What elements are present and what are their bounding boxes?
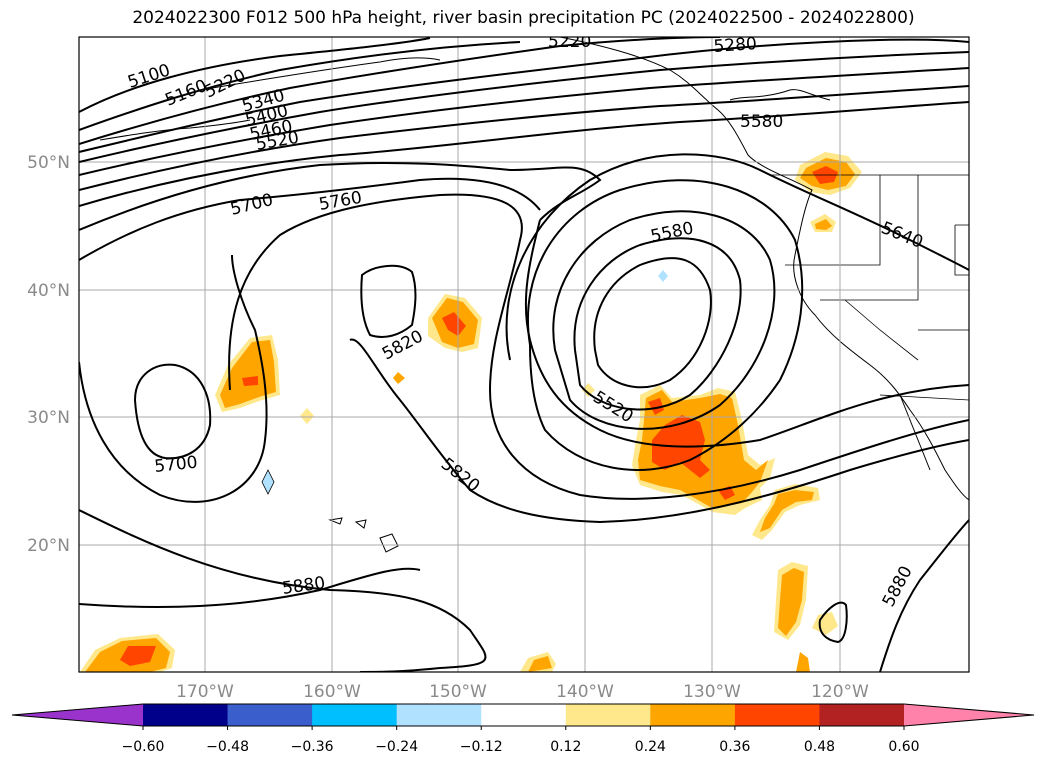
contour-5520-ring	[573, 237, 742, 411]
contour-5820-a	[79, 254, 268, 503]
colorbar-segments	[11, 703, 1035, 727]
map-frame	[78, 36, 970, 673]
contour-5340	[79, 51, 969, 163]
contour-small-ring	[818, 601, 848, 644]
contour-label: 5700	[153, 453, 198, 477]
lat-label: 20°N	[27, 536, 70, 556]
lon-label: 120°W	[811, 682, 869, 702]
lon-label: 160°W	[303, 682, 361, 702]
contour-5880-b	[79, 567, 421, 609]
colorbar-segment	[819, 704, 905, 726]
contour-5280	[79, 38, 969, 153]
colorbar: −0.60 −0.48 −0.36 −0.24 −0.12 0.12 0.24 0.36 0.4…	[11, 703, 1035, 755]
contour-5880	[79, 509, 487, 672]
contour-5580-ring	[593, 257, 712, 389]
colorbar-tick-label: 0.12	[550, 739, 581, 755]
contour-5820-b	[360, 264, 417, 338]
lat-label: 50°N	[27, 153, 70, 173]
contour-5580a	[79, 161, 602, 231]
contour-5160	[79, 41, 521, 131]
contour-5640	[505, 153, 969, 361]
contour-5220	[79, 37, 721, 145]
map-area: 5100 5160 5220 5220 5280 5340 5400 5460 …	[79, 32, 969, 672]
contour-5400	[79, 67, 969, 176]
colorbar-tick-label: −0.60	[122, 739, 165, 755]
colorbar-tick-label: −0.24	[375, 739, 418, 755]
lat-label: 40°N	[27, 281, 70, 301]
contour-5700-outer	[79, 177, 541, 261]
colorbar-tick-label: −0.48	[206, 739, 249, 755]
lon-label: 150°W	[429, 682, 487, 702]
lon-label: 130°W	[683, 682, 741, 702]
colorbar-segment	[481, 704, 567, 726]
colorbar-segment	[312, 704, 398, 726]
colorbar-arrow-right	[904, 704, 1034, 726]
colorbar-arrow-left	[12, 704, 143, 726]
political-borders	[770, 174, 969, 401]
colorbar-segment	[734, 704, 820, 726]
colorbar-tick-label: 0.60	[888, 739, 919, 755]
lon-label: 170°W	[176, 682, 234, 702]
contour-5700-low	[133, 363, 212, 460]
lon-label: 140°W	[556, 682, 614, 702]
colorbar-segment	[650, 704, 736, 726]
contour-5460	[79, 85, 969, 191]
height-contours	[79, 37, 969, 672]
contour-5100	[79, 37, 431, 113]
contour-label: 5220	[548, 32, 591, 52]
colorbar-segment	[143, 704, 229, 726]
longitude-labels: 170°W 160°W 150°W 140°W 130°W 120°W	[176, 682, 869, 702]
lat-label: 30°N	[27, 408, 70, 428]
colorbar-tick-label: −0.12	[460, 739, 503, 755]
colorbar-tick-label: 0.36	[719, 739, 750, 755]
contour-ring3	[552, 210, 776, 430]
map-title: 2024022300 F012 500 hPa height, river ba…	[132, 8, 915, 28]
contour-5760	[228, 193, 969, 500]
contour-ring4	[526, 179, 804, 471]
latitude-labels: 50°N 40°N 30°N 20°N	[27, 153, 70, 556]
colorbar-tick-label: 0.24	[635, 739, 666, 755]
contour-5520	[79, 101, 969, 207]
gridlines	[79, 37, 969, 672]
colorbar-segment	[227, 704, 313, 726]
colorbar-ticks: −0.60 −0.48 −0.36 −0.24 −0.12 0.12 0.24 0.36 0.4…	[122, 726, 920, 755]
colorbar-segment	[565, 704, 651, 726]
contour-label: 5280	[713, 34, 758, 57]
contour-5580b	[524, 219, 969, 448]
colorbar-tick-label: −0.36	[291, 739, 334, 755]
contour-label: 5580	[740, 112, 783, 132]
colorbar-tick-label: 0.48	[804, 739, 835, 755]
colorbar-segment	[396, 704, 482, 726]
contour-5880-right	[879, 519, 969, 672]
contour-5820	[349, 338, 969, 524]
